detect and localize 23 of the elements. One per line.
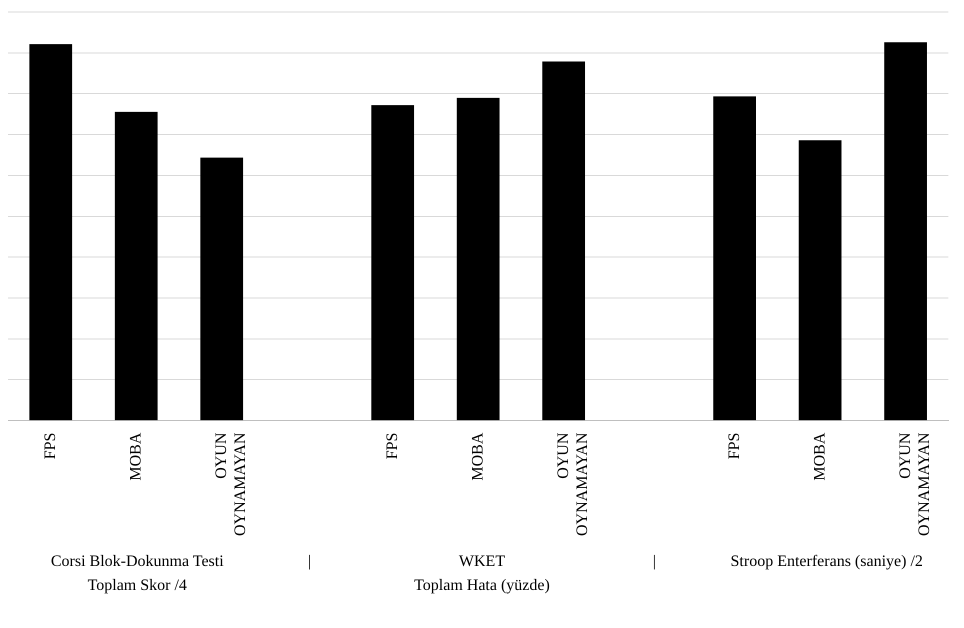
x-tick-label: OYUN OYNAMAYAN	[554, 432, 592, 536]
bar	[114, 112, 158, 420]
bar	[884, 42, 927, 420]
x-tick-label: FPS	[726, 432, 743, 460]
x-tick-label: MOBA	[127, 432, 144, 481]
x-tick-label: MOBA	[469, 432, 486, 481]
bar	[456, 98, 500, 420]
text: WKET Toplam Hata (yüzde)	[413, 552, 551, 596]
text: |	[652, 552, 657, 572]
x-tick-label: MOBA	[811, 432, 828, 481]
text: Corsi Blok-Dokunma Testi Toplam Skor /4	[50, 552, 225, 596]
bar	[371, 105, 414, 420]
text: Stroop Enterferans (saniye) /2	[730, 552, 924, 572]
x-tick-label: FPS	[384, 432, 401, 460]
x-tick-label: OYUN OYNAMAYAN	[896, 432, 934, 536]
text: |	[307, 552, 312, 572]
bar	[29, 44, 72, 420]
bar	[713, 96, 756, 420]
x-tick-label: OYUN OYNAMAYAN	[212, 432, 250, 536]
bar	[200, 158, 244, 420]
x-tick-label: FPS	[42, 432, 59, 460]
bar	[542, 62, 586, 420]
bar	[798, 140, 842, 420]
